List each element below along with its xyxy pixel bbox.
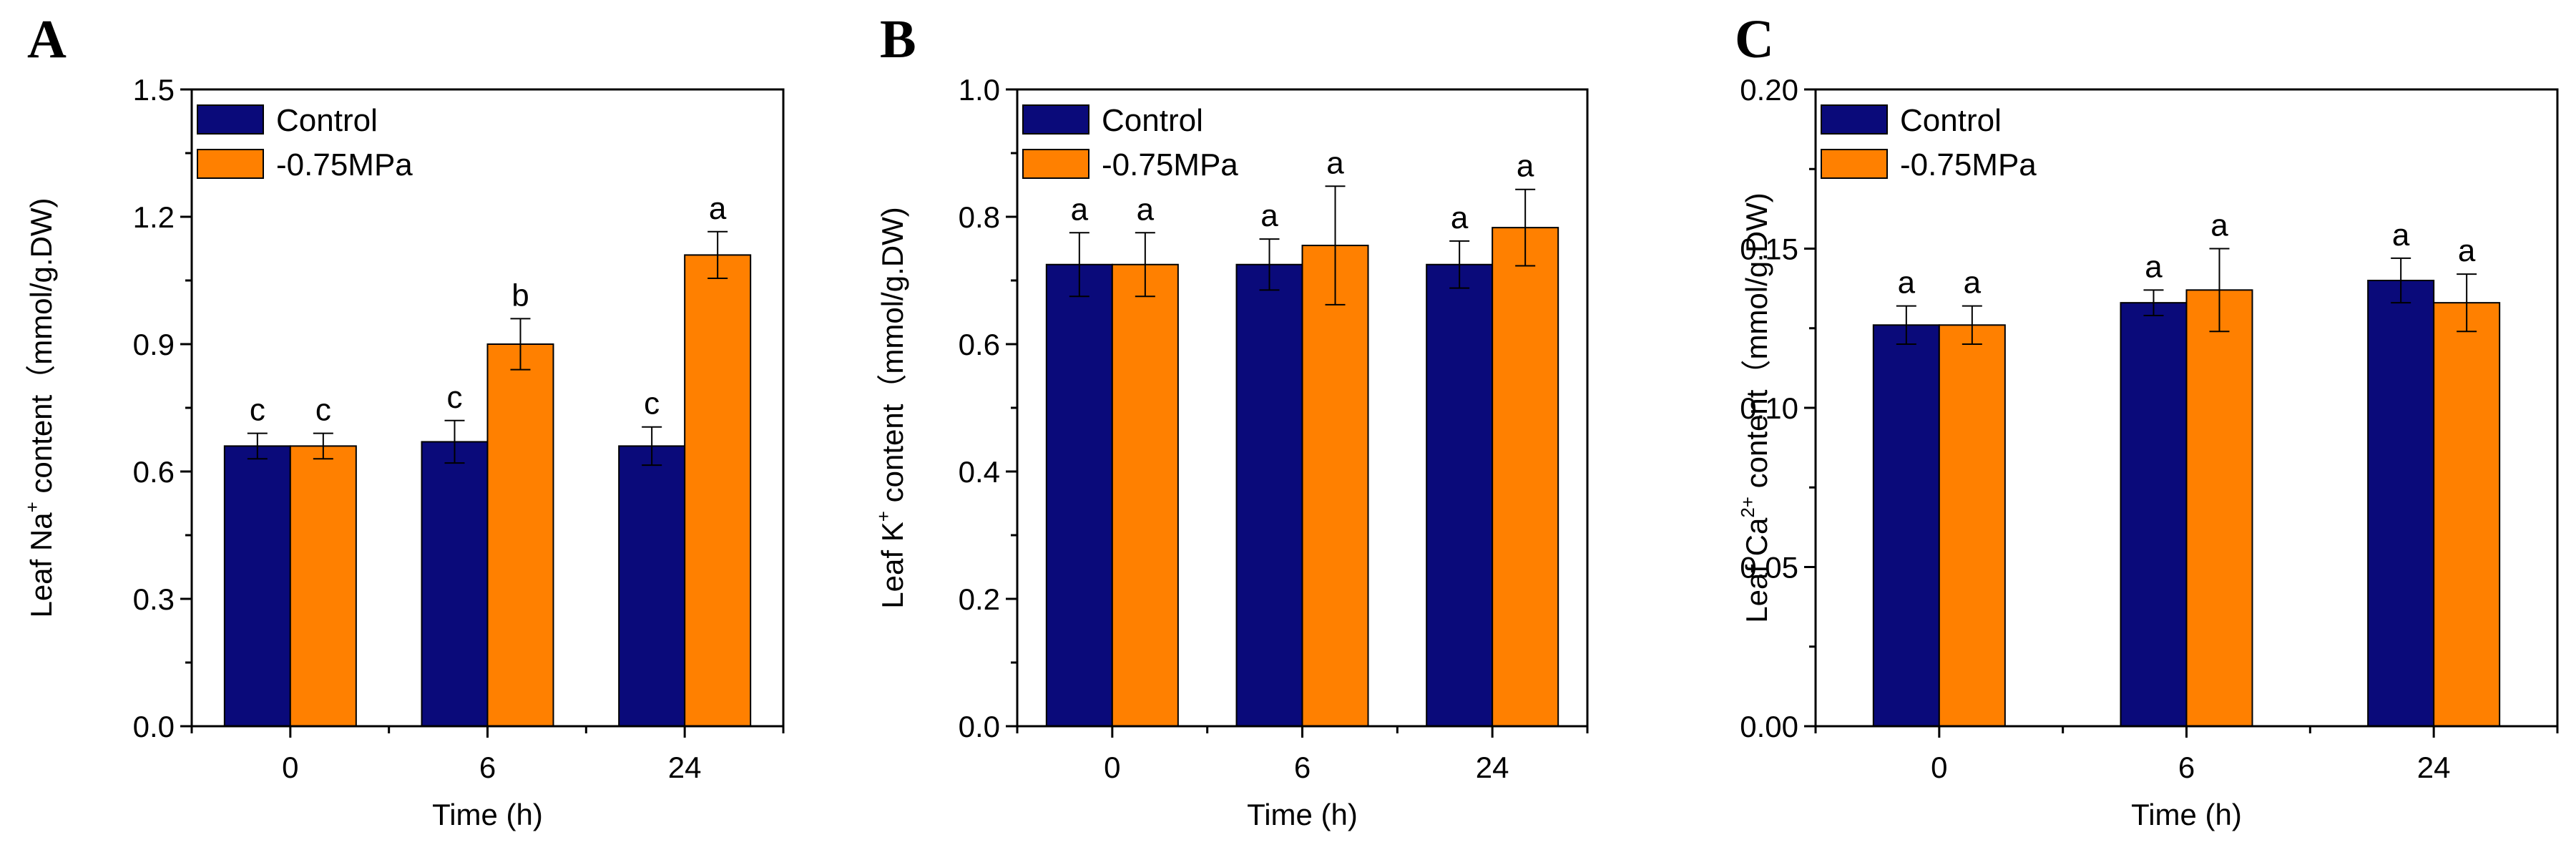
bar-treatment-24 xyxy=(2433,302,2501,727)
bar-treatment-24 xyxy=(1492,227,1559,727)
plot-frame xyxy=(1016,88,1589,728)
significance-label: a xyxy=(1137,192,1155,227)
y-axis-label: Leaf Ca2+ content（mmol/g.DW) xyxy=(1737,192,1773,623)
x-axis-label: Time (h) xyxy=(2131,798,2242,831)
y-tick-label: 1.0 xyxy=(959,73,1000,107)
significance-label: a xyxy=(2392,218,2410,253)
bar-treatment-24 xyxy=(684,254,752,727)
x-tick-label: 6 xyxy=(1294,751,1311,784)
y-axis-label-superscript: 2+ xyxy=(1737,497,1758,518)
x-tick-label: 24 xyxy=(2417,751,2451,784)
legend-swatch-treatment xyxy=(1821,149,1888,179)
legend-label-control: Control xyxy=(1102,103,1203,138)
y-tick-label: 0.6 xyxy=(959,328,1000,361)
significance-label: a xyxy=(709,191,727,226)
legend-label-treatment: -0.75MPa xyxy=(1102,147,1238,182)
bar-treatment-6 xyxy=(1301,245,1369,727)
significance-label: c xyxy=(644,386,660,421)
bar-treatment-0 xyxy=(1111,263,1179,727)
significance-label: c xyxy=(250,393,265,428)
significance-label: a xyxy=(1964,265,1982,301)
panel-letter: A xyxy=(27,9,67,69)
y-tick-label: 0.0 xyxy=(133,710,175,743)
significance-label: a xyxy=(1071,192,1089,227)
bar-control-0 xyxy=(1872,324,1940,727)
y-axis-label-main: Leaf K xyxy=(876,522,909,608)
legend-label-treatment: -0.75MPa xyxy=(1900,147,2037,182)
x-axis-label: Time (h) xyxy=(1247,798,1358,831)
y-tick-label: 0.4 xyxy=(959,455,1000,489)
y-tick-label: 0.00 xyxy=(1740,710,1798,743)
bar-control-6 xyxy=(421,441,489,727)
y-tick-label: 0.3 xyxy=(133,582,175,616)
y-tick-label: 1.2 xyxy=(133,200,175,234)
significance-label: a xyxy=(1260,198,1278,233)
significance-label: a xyxy=(1451,200,1469,235)
bar-control-6 xyxy=(2120,302,2188,727)
panel-letter: C xyxy=(1735,9,1774,69)
significance-label: a xyxy=(1326,145,1344,180)
bar-control-0 xyxy=(1045,263,1113,727)
y-axis-label: Leaf Na+ content（mmol/g.DW) xyxy=(21,197,58,617)
significance-label: a xyxy=(2210,208,2228,243)
x-tick-label: 24 xyxy=(668,751,702,784)
chart-panel-b: Ba a 0 a a 6 a a 24 0.0 0.2 0.4 0.6 0.8 1.0 Time (h) Lea… xyxy=(873,9,1589,831)
bar-control-24 xyxy=(2367,280,2435,727)
bar-treatment-0 xyxy=(289,445,357,728)
bar-control-0 xyxy=(223,445,291,728)
y-tick-label: 0.9 xyxy=(133,328,175,361)
y-tick-label: 0.10 xyxy=(1740,391,1798,425)
x-tick-label: 0 xyxy=(1104,751,1120,784)
x-axis-label: Time (h) xyxy=(432,798,543,831)
legend-label-treatment: -0.75MPa xyxy=(276,147,413,182)
y-tick-label: 0.0 xyxy=(959,710,1000,743)
legend-label-control: Control xyxy=(276,103,378,138)
plot-frame xyxy=(1814,88,2559,728)
y-axis-label-unit: content（mmol/g.DW) xyxy=(876,207,909,511)
y-tick-label: 0.15 xyxy=(1740,233,1798,266)
y-tick-label: 1.5 xyxy=(133,73,175,107)
legend-label-control: Control xyxy=(1900,103,2002,138)
y-axis-label-unit: content（mmol/g.DW) xyxy=(1740,192,1773,497)
chart-panel-c: Ca a 0 a a 6 a a 24 0.00 0.05 0.10 0.15 0.20 Time (h) L… xyxy=(1735,9,2559,831)
bar-treatment-6 xyxy=(2185,289,2253,728)
legend-swatch-treatment xyxy=(1022,149,1089,179)
significance-label: a xyxy=(1517,149,1534,184)
significance-label: a xyxy=(2145,249,2163,284)
y-axis-label-superscript: + xyxy=(873,511,894,522)
y-tick-label: 0.8 xyxy=(959,200,1000,234)
x-tick-label: 6 xyxy=(2178,751,2195,784)
significance-label: b xyxy=(511,278,529,313)
bar-treatment-0 xyxy=(1938,324,2006,727)
x-tick-label: 24 xyxy=(1476,751,1509,784)
x-tick-label: 0 xyxy=(282,751,298,784)
significance-label: c xyxy=(447,380,463,415)
plot-frame xyxy=(190,88,785,728)
legend-swatch-treatment xyxy=(197,149,264,179)
y-axis-label-unit: content（mmol/g.DW) xyxy=(24,197,58,502)
legend-swatch-control xyxy=(197,104,264,135)
y-axis-label-main: Leaf Na xyxy=(24,512,58,618)
x-tick-label: 6 xyxy=(479,751,496,784)
significance-label: a xyxy=(2458,233,2476,268)
bar-control-6 xyxy=(1235,263,1303,727)
y-tick-label: 0.20 xyxy=(1740,73,1798,107)
legend-swatch-control xyxy=(1022,104,1089,135)
significance-label: a xyxy=(1898,265,1916,301)
bar-control-24 xyxy=(618,445,686,728)
x-tick-label: 0 xyxy=(1931,751,1947,784)
chart-panel-a: Ac c 0 c b 6 c a 24 0.0 0.3 0.6 0.9 1.2 1.5 Time (h) Lea… xyxy=(21,9,785,831)
y-tick-label: 0.2 xyxy=(959,582,1000,616)
y-tick-label: 0.05 xyxy=(1740,551,1798,585)
legend-swatch-control xyxy=(1821,104,1888,135)
significance-label: c xyxy=(315,393,331,428)
y-axis-label: Leaf K+ content（mmol/g.DW) xyxy=(873,207,909,608)
y-axis-label-superscript: + xyxy=(21,502,43,512)
y-tick-label: 0.6 xyxy=(133,455,175,489)
bar-treatment-6 xyxy=(486,343,554,727)
bar-control-24 xyxy=(1426,263,1494,727)
panel-letter: B xyxy=(880,9,916,69)
y-axis-label-main: Leaf Ca xyxy=(1740,517,1773,623)
